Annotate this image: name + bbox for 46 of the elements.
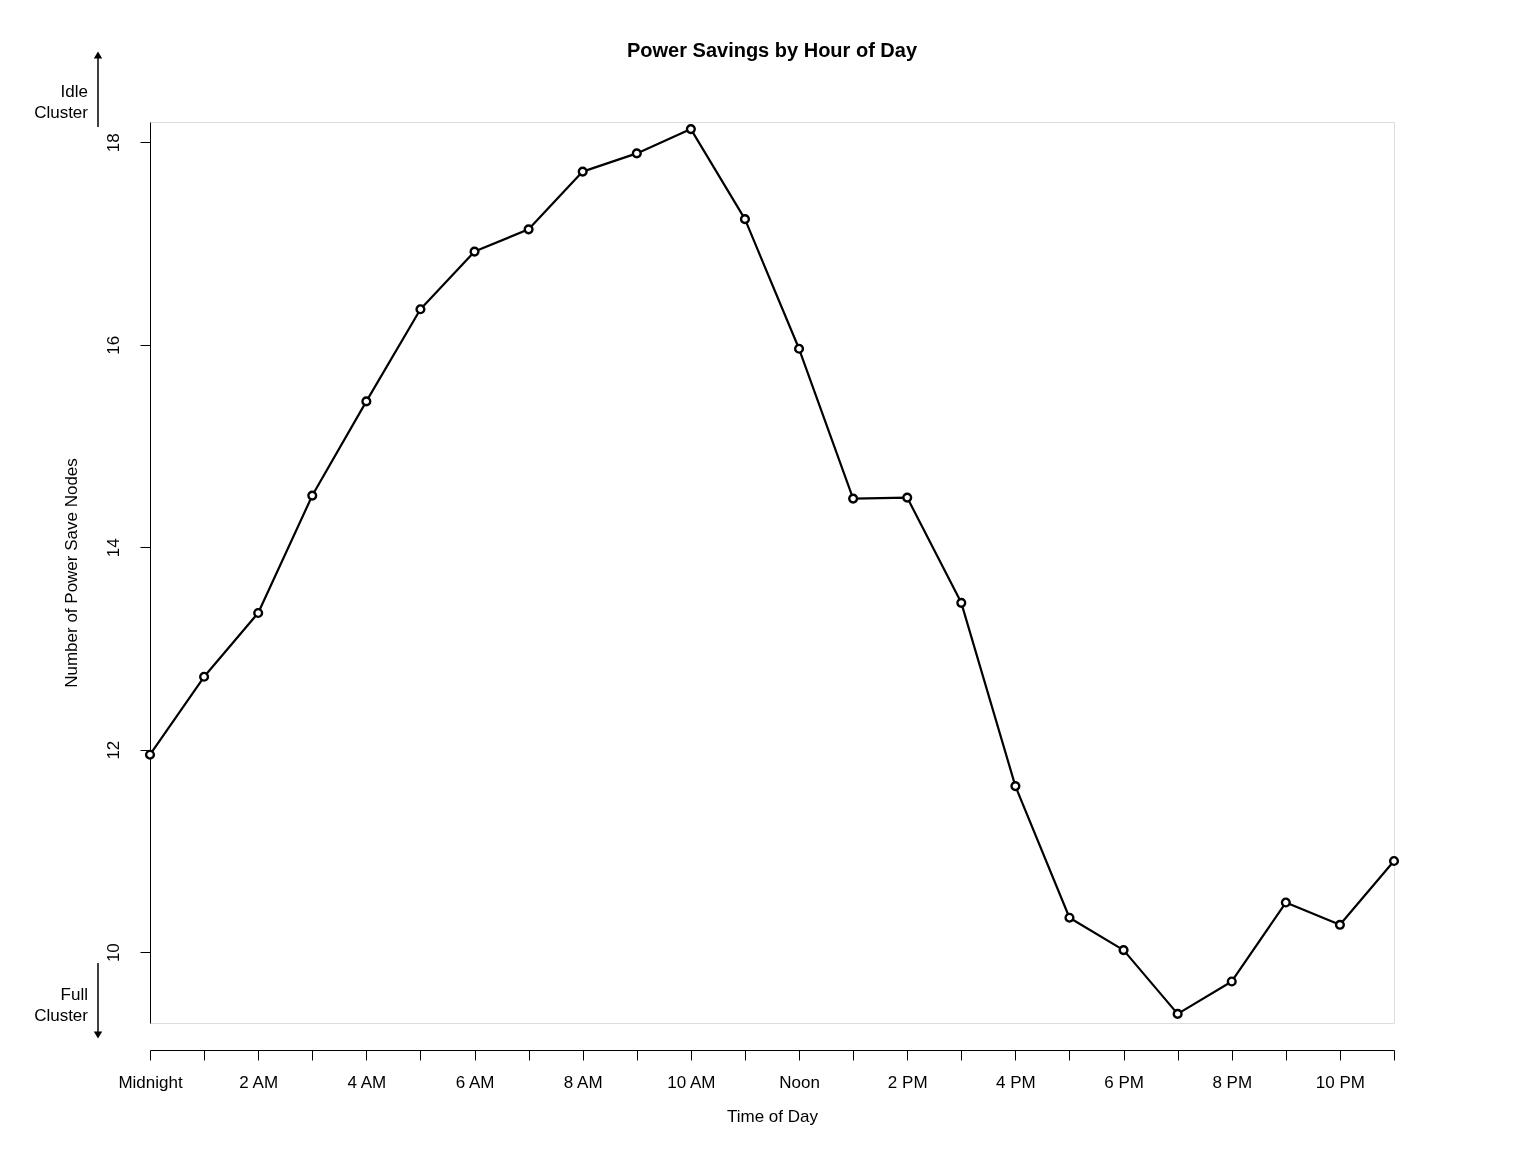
point [1064, 912, 1075, 923]
point [253, 607, 264, 619]
x-tick-label: 4 PM [996, 1072, 1036, 1092]
y-axis-title: Number of Power Save Nodes [61, 458, 81, 688]
point [469, 246, 480, 257]
point [307, 490, 318, 501]
text: Full Cluster [34, 985, 89, 1025]
x-tick-label: Midnight [118, 1072, 183, 1092]
point [1172, 1008, 1183, 1019]
x-tick-label: 8 PM [1212, 1072, 1253, 1092]
y-tick-label: 18 [103, 133, 123, 153]
point [739, 214, 751, 225]
point [361, 396, 372, 407]
point [685, 124, 696, 135]
point [523, 224, 534, 235]
point [1334, 919, 1345, 930]
x-tick-label: 2 AM [239, 1072, 279, 1092]
point [1010, 781, 1021, 792]
x-tick-label: Noon [779, 1072, 820, 1092]
x-tick-label: 6 AM [455, 1072, 495, 1092]
point [199, 671, 210, 682]
x-tick-label: 10 AM [667, 1072, 716, 1092]
point [144, 749, 156, 760]
point [848, 493, 859, 504]
y-tick-label: 14 [103, 538, 123, 558]
point [902, 492, 913, 503]
x-tick-label: 4 AM [347, 1072, 387, 1092]
text: Idle Cluster [34, 82, 89, 122]
point [1280, 897, 1291, 908]
point [1388, 855, 1400, 867]
y-tick-label: 16 [103, 335, 123, 355]
point [415, 304, 426, 315]
point [1226, 976, 1237, 987]
x-tick-label: 6 PM [1104, 1072, 1144, 1092]
point [956, 597, 967, 608]
x-tick-label: 8 AM [563, 1072, 603, 1092]
x-axis-title: Time of Day [726, 1106, 819, 1126]
point [1118, 945, 1129, 956]
y-tick-label: 12 [103, 740, 123, 760]
y-tick-label: 10 [103, 943, 123, 963]
point [577, 166, 588, 177]
point [793, 343, 805, 354]
point [631, 148, 642, 159]
x-tick-label: 2 PM [887, 1072, 928, 1092]
chart-title: Power Savings by Hour of Day [626, 39, 918, 61]
x-tick-label: 10 PM [1315, 1072, 1365, 1092]
